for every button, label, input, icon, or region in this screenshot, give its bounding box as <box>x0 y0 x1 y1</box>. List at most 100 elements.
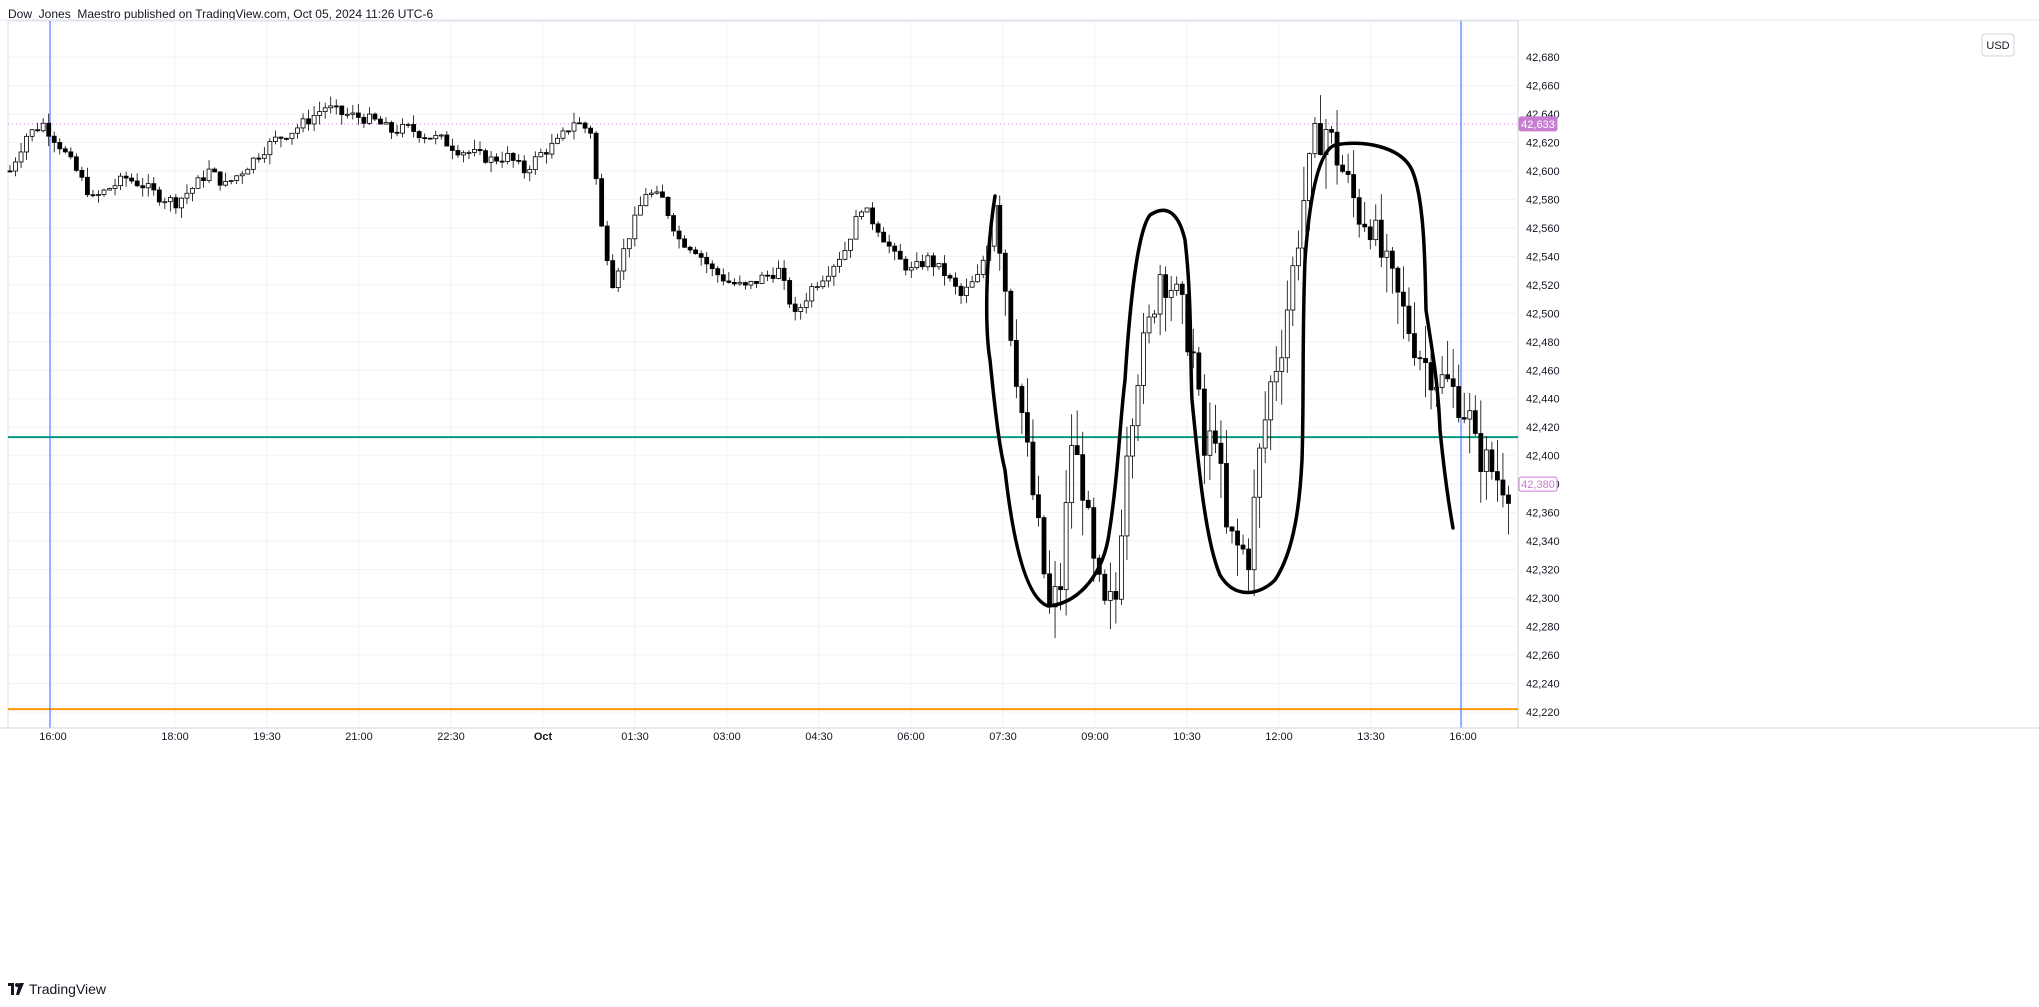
candle-body <box>588 127 593 134</box>
candle-body <box>997 204 1003 254</box>
candle-body <box>770 274 776 279</box>
candle-body <box>853 216 859 240</box>
candle-body <box>621 248 627 272</box>
candle-body <box>864 207 870 213</box>
candle-body <box>190 187 195 194</box>
candle-body <box>1218 442 1224 464</box>
candle-body <box>698 253 704 258</box>
candle-body <box>720 274 726 282</box>
x-tick-label: 07:30 <box>989 731 1017 743</box>
price-badge <box>1518 116 1558 132</box>
candle-body <box>333 105 339 108</box>
candle-body <box>1273 371 1279 383</box>
candle-body <box>1213 430 1218 444</box>
y-tick-label: 42,520 <box>1526 280 1560 292</box>
candle-body <box>267 141 273 156</box>
candle-body <box>1489 449 1495 472</box>
candle-body <box>604 225 610 262</box>
candle-body <box>433 135 439 140</box>
candle-body <box>1295 247 1301 267</box>
candle-body <box>831 265 837 277</box>
candle-body <box>814 286 820 289</box>
candle-body <box>477 149 483 152</box>
candle-body <box>543 152 549 155</box>
currency-label[interactable]: USD <box>1981 33 2015 57</box>
candle-body <box>1163 274 1169 298</box>
candle-body <box>145 183 151 189</box>
tradingview-brand: TradingView <box>29 981 107 997</box>
y-tick-label: 42,440 <box>1526 394 1560 406</box>
candle-body <box>1389 250 1395 269</box>
candle-body <box>140 185 146 189</box>
candle-body <box>1246 548 1251 571</box>
candle-body <box>892 245 898 252</box>
candle-body <box>201 177 206 181</box>
candle-body <box>1500 479 1506 496</box>
candle-body <box>859 211 864 217</box>
x-tick-label: 06:00 <box>897 731 925 743</box>
candle-body <box>350 112 356 115</box>
candle-body <box>278 136 284 139</box>
candle-body <box>228 180 234 182</box>
candle-body <box>284 137 289 140</box>
candle-body <box>1268 381 1274 421</box>
candle-body <box>787 280 793 305</box>
candle-body <box>748 281 754 286</box>
candle-body <box>1047 573 1052 608</box>
candle-body <box>73 156 79 171</box>
candle-body <box>1318 123 1323 156</box>
candle-body <box>1284 309 1290 359</box>
candle-body <box>555 137 560 144</box>
candle-body <box>1074 445 1080 456</box>
candle-body <box>1135 385 1141 427</box>
candle-body <box>1063 502 1069 591</box>
y-tick-label: 42,500 <box>1526 308 1560 320</box>
candle-body <box>494 156 499 162</box>
candle-body <box>239 173 245 177</box>
candle-body <box>687 246 693 251</box>
candle-body <box>461 152 466 156</box>
tradingview-logo-icon <box>8 983 24 995</box>
y-tick-label: 42,620 <box>1526 137 1560 149</box>
candle-body <box>245 168 251 175</box>
candle-body <box>1417 357 1423 360</box>
y-tick-label: 42,320 <box>1526 565 1560 577</box>
candle-body <box>422 137 428 140</box>
price-axis: 42,220 42,240 42,260 42,280 42,300 42,320 42,3… <box>1518 52 1560 719</box>
candle-body <box>1174 283 1180 291</box>
candle-body <box>1002 252 1008 292</box>
candle-body <box>776 267 781 279</box>
candle-body <box>1091 507 1097 559</box>
candle-body <box>1224 463 1229 528</box>
candle-body <box>1240 544 1246 550</box>
y-tick-label: 42,260 <box>1526 650 1560 662</box>
candle-body <box>919 261 925 268</box>
candle-body <box>112 185 118 189</box>
candle-body <box>173 197 179 209</box>
candle-body <box>90 194 96 197</box>
candle-body <box>947 275 953 279</box>
time-axis: 16:00 18:00 19:30 21:00 22:30 Oct 01:30 03:00 04… <box>0 727 2039 743</box>
candle-body <box>455 150 461 156</box>
candle-body <box>969 281 975 288</box>
candle-body <box>1483 449 1489 472</box>
candle-body <box>206 168 212 181</box>
candle-body <box>295 127 300 134</box>
x-tick-label: 16:00 <box>1449 731 1477 743</box>
drawing-annotations <box>984 141 1455 608</box>
candle-body <box>101 189 107 195</box>
y-tick-label: 42,680 <box>1526 52 1560 64</box>
candle-body <box>1107 591 1113 601</box>
candle-body <box>466 152 472 154</box>
candle-body <box>931 255 936 268</box>
candle-body <box>311 114 317 125</box>
candle-body <box>1069 445 1075 504</box>
candle-body <box>1345 170 1351 175</box>
candle-body <box>1456 386 1462 418</box>
candle-body <box>317 111 323 116</box>
candle-body <box>615 270 621 289</box>
candle-body <box>1058 586 1063 591</box>
candle-body <box>765 274 770 277</box>
candle-body <box>1445 374 1451 380</box>
